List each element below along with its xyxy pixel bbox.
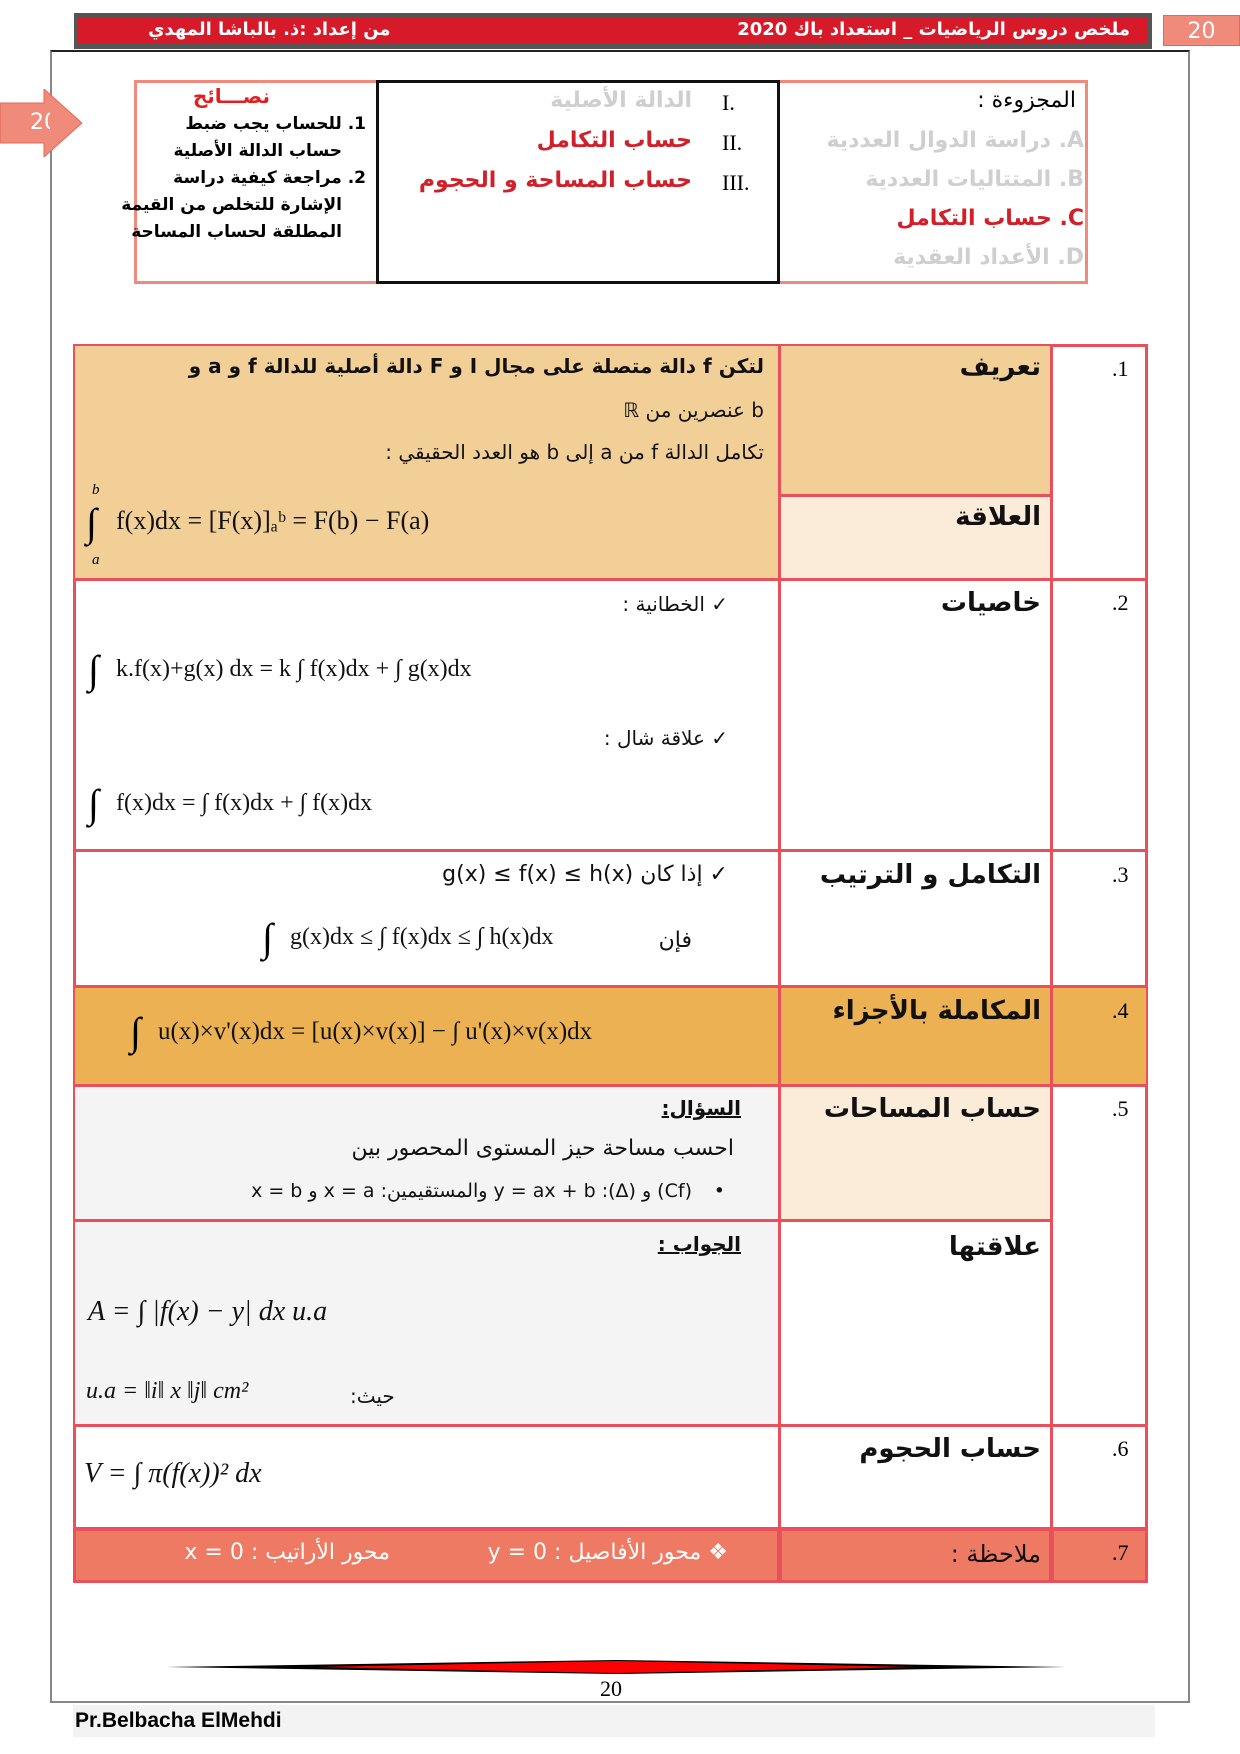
row1-num-cell [1051, 344, 1148, 580]
area-formula: A = ∫ |f(x) − y| dx u.a [88, 1296, 328, 1327]
toc-part-title: المتتاليات العددية [865, 167, 1052, 192]
tip-line: 2. مراجعة كيفية دراسة [173, 168, 366, 188]
row7-label-cell [779, 1528, 1052, 1583]
row3-label: التكامل و الترتيب [819, 860, 1041, 890]
toc-part-title: الأعداد العقدية [893, 245, 1050, 270]
row6-num-cell [1051, 1425, 1148, 1529]
tip-line: الإشارة للتخلص من القيمة [121, 195, 342, 215]
row1-line1: لتكن f دالة متصلة على مجال I و F دالة أص… [188, 354, 764, 378]
integral-sign: ∫ [88, 647, 99, 692]
integral-sign: ∫ [130, 1009, 141, 1054]
row4-formula: u(x)×v'(x)dx = [u(x)×v(x)] − ∫ u'(x)×v(x… [158, 1018, 593, 1045]
row2-check1: ✓ الخطانية : [622, 592, 728, 616]
row1-label: تعريف [959, 352, 1041, 382]
row3-then: فإن [658, 928, 692, 953]
note-x-axis: ❖ محور الأفاصيل : y = 0 [487, 1540, 728, 1565]
row2-formula1: k.f(x)+g(x) dx = k ∫ f(x)dx + ∫ g(x)dx [116, 656, 472, 682]
row5-label2: علاقتها [948, 1232, 1041, 1262]
unit-formula: u.a = ‖i‖ x ‖j‖ cm² [86, 1378, 249, 1404]
row1-label2: العلاقة [955, 502, 1041, 532]
toc-chapter-number: II. [722, 130, 743, 155]
row1-formula: f(x)dx = [F(x)]ₐᵇ = F(b) − F(a) [116, 506, 430, 535]
tips-title: نصـــائح [192, 84, 270, 108]
row6-number: .6 [1112, 1436, 1129, 1461]
row5-question-cell [73, 1085, 780, 1221]
row1-content [73, 344, 780, 580]
side-tab-arrow-icon [0, 89, 82, 157]
toc-chapter-title: حساب المساحة و الحجوم [418, 168, 692, 193]
row1-number: .1 [1112, 356, 1129, 381]
integral-sign: ∫ [88, 781, 99, 826]
integral-sign: ∫ [262, 915, 273, 960]
toc-part-letter: D. [1057, 245, 1084, 270]
row2-check2: ✓ علاقة شال : [603, 726, 728, 750]
tip-line: حساب الدالة الأصلية [173, 141, 342, 161]
toc-part-letter: A. [1058, 128, 1084, 153]
row7-number: .7 [1112, 1540, 1129, 1565]
header-title: ملخص دروس الرياضيات _ استعداد باك 2020 [737, 19, 1130, 40]
toc-chapters [376, 80, 780, 284]
toc-part-title: دراسة الدوال العددية [826, 128, 1051, 153]
toc-part-label: المجزوءة : [977, 88, 1076, 113]
question-text2: (Cf) و (Δ): y = ax + b والمستقيمين: x = … [251, 1180, 692, 1202]
row1-line2: b عنصرين من ℝ [623, 398, 764, 422]
row7-num-cell [1051, 1528, 1148, 1583]
row3-num-cell [1051, 850, 1148, 987]
toc-chapter-number: I. [722, 90, 735, 115]
volume-formula: V = ∫ π(f(x))² dx [84, 1458, 262, 1489]
answer-title: الجواب : [657, 1232, 741, 1256]
page-frame [50, 50, 1190, 1703]
row4-label-cell [779, 986, 1052, 1086]
footer-divider [166, 1660, 1066, 1674]
header-author: من إعداد :ذ. بالباشا المهدي [148, 19, 391, 40]
row2-num-cell [1051, 579, 1148, 851]
row2-formula2: f(x)dx = ∫ f(x)dx + ∫ f(x)dx [116, 790, 373, 816]
row4-num-cell [1051, 986, 1148, 1086]
row2-number: .2 [1112, 590, 1129, 615]
bullet-icon: • [713, 1180, 725, 1202]
row1-line3: تكامل الدالة f من a إلى b هو العدد الحقي… [385, 440, 764, 464]
footer-page-number: 20 [600, 1676, 622, 1701]
upper-limit: b [92, 482, 100, 498]
toc-chapter-number: III. [722, 170, 750, 195]
row7-label: ملاحظة : [950, 1540, 1041, 1568]
note-y-axis: محور الأراتيب : x = 0 [184, 1540, 390, 1565]
row4-label: المكاملة بالأجزاء [832, 996, 1041, 1026]
tip-line: 1. للحساب يجب ضبط [185, 114, 366, 134]
lower-limit: a [92, 552, 100, 568]
row5-answer-cell [73, 1220, 780, 1426]
row3-condition: ✓ إذا كان g(x) ≤ f(x) ≤ h(x) [442, 862, 728, 887]
question-text: احسب مساحة حيز المستوى المحصور بين [351, 1136, 735, 1161]
row3-number: .3 [1112, 862, 1129, 887]
side-tab-number: 20 [30, 110, 50, 135]
footer-author: Pr.Belbacha ElMehdi [75, 1709, 282, 1732]
toc-part-item: D. الأعداد العقدية [893, 245, 1084, 270]
toc-part-letter: B. [1058, 167, 1084, 192]
question-title: السؤال: [661, 1096, 741, 1120]
where-label: حيث: [350, 1384, 395, 1408]
toc-part-item: B. المتتاليات العددية [865, 167, 1084, 192]
toc-part-item: A. دراسة الدوال العددية [827, 128, 1085, 153]
tip-line: المطلقة لحساب المساحة [131, 222, 342, 242]
row1-label-cell [779, 344, 1052, 496]
toc-part-letter: C. [1059, 206, 1084, 231]
row6-label: حساب الحجوم [859, 1434, 1041, 1464]
row5-label-cell [779, 1085, 1052, 1221]
toc-part-title: حساب التكامل [896, 206, 1052, 231]
toc-chapter-title: حساب التكامل [536, 128, 692, 153]
row2-label-cell [779, 579, 1052, 851]
footer-author-bar: Pr.Belbacha ElMehdi [73, 1705, 1155, 1737]
row5-label: حساب المساحات [823, 1094, 1041, 1124]
header-bar: ملخص دروس الرياضيات _ استعداد باك 2020 م… [74, 13, 1152, 49]
page-tab: 20 [1163, 15, 1240, 46]
row5-number: .5 [1112, 1096, 1129, 1121]
row4-number: .4 [1112, 998, 1129, 1023]
toc-chapter-title: الدالة الأصلية [550, 88, 692, 113]
integral-sign: ∫ [86, 500, 97, 545]
row5-num-cell [1051, 1085, 1148, 1426]
row3-formula: g(x)dx ≤ ∫ f(x)dx ≤ ∫ h(x)dx [290, 924, 554, 950]
row7-content [73, 1528, 780, 1583]
row2-label: خاصيات [940, 588, 1041, 618]
toc-part-item: C. حساب التكامل [896, 206, 1084, 231]
